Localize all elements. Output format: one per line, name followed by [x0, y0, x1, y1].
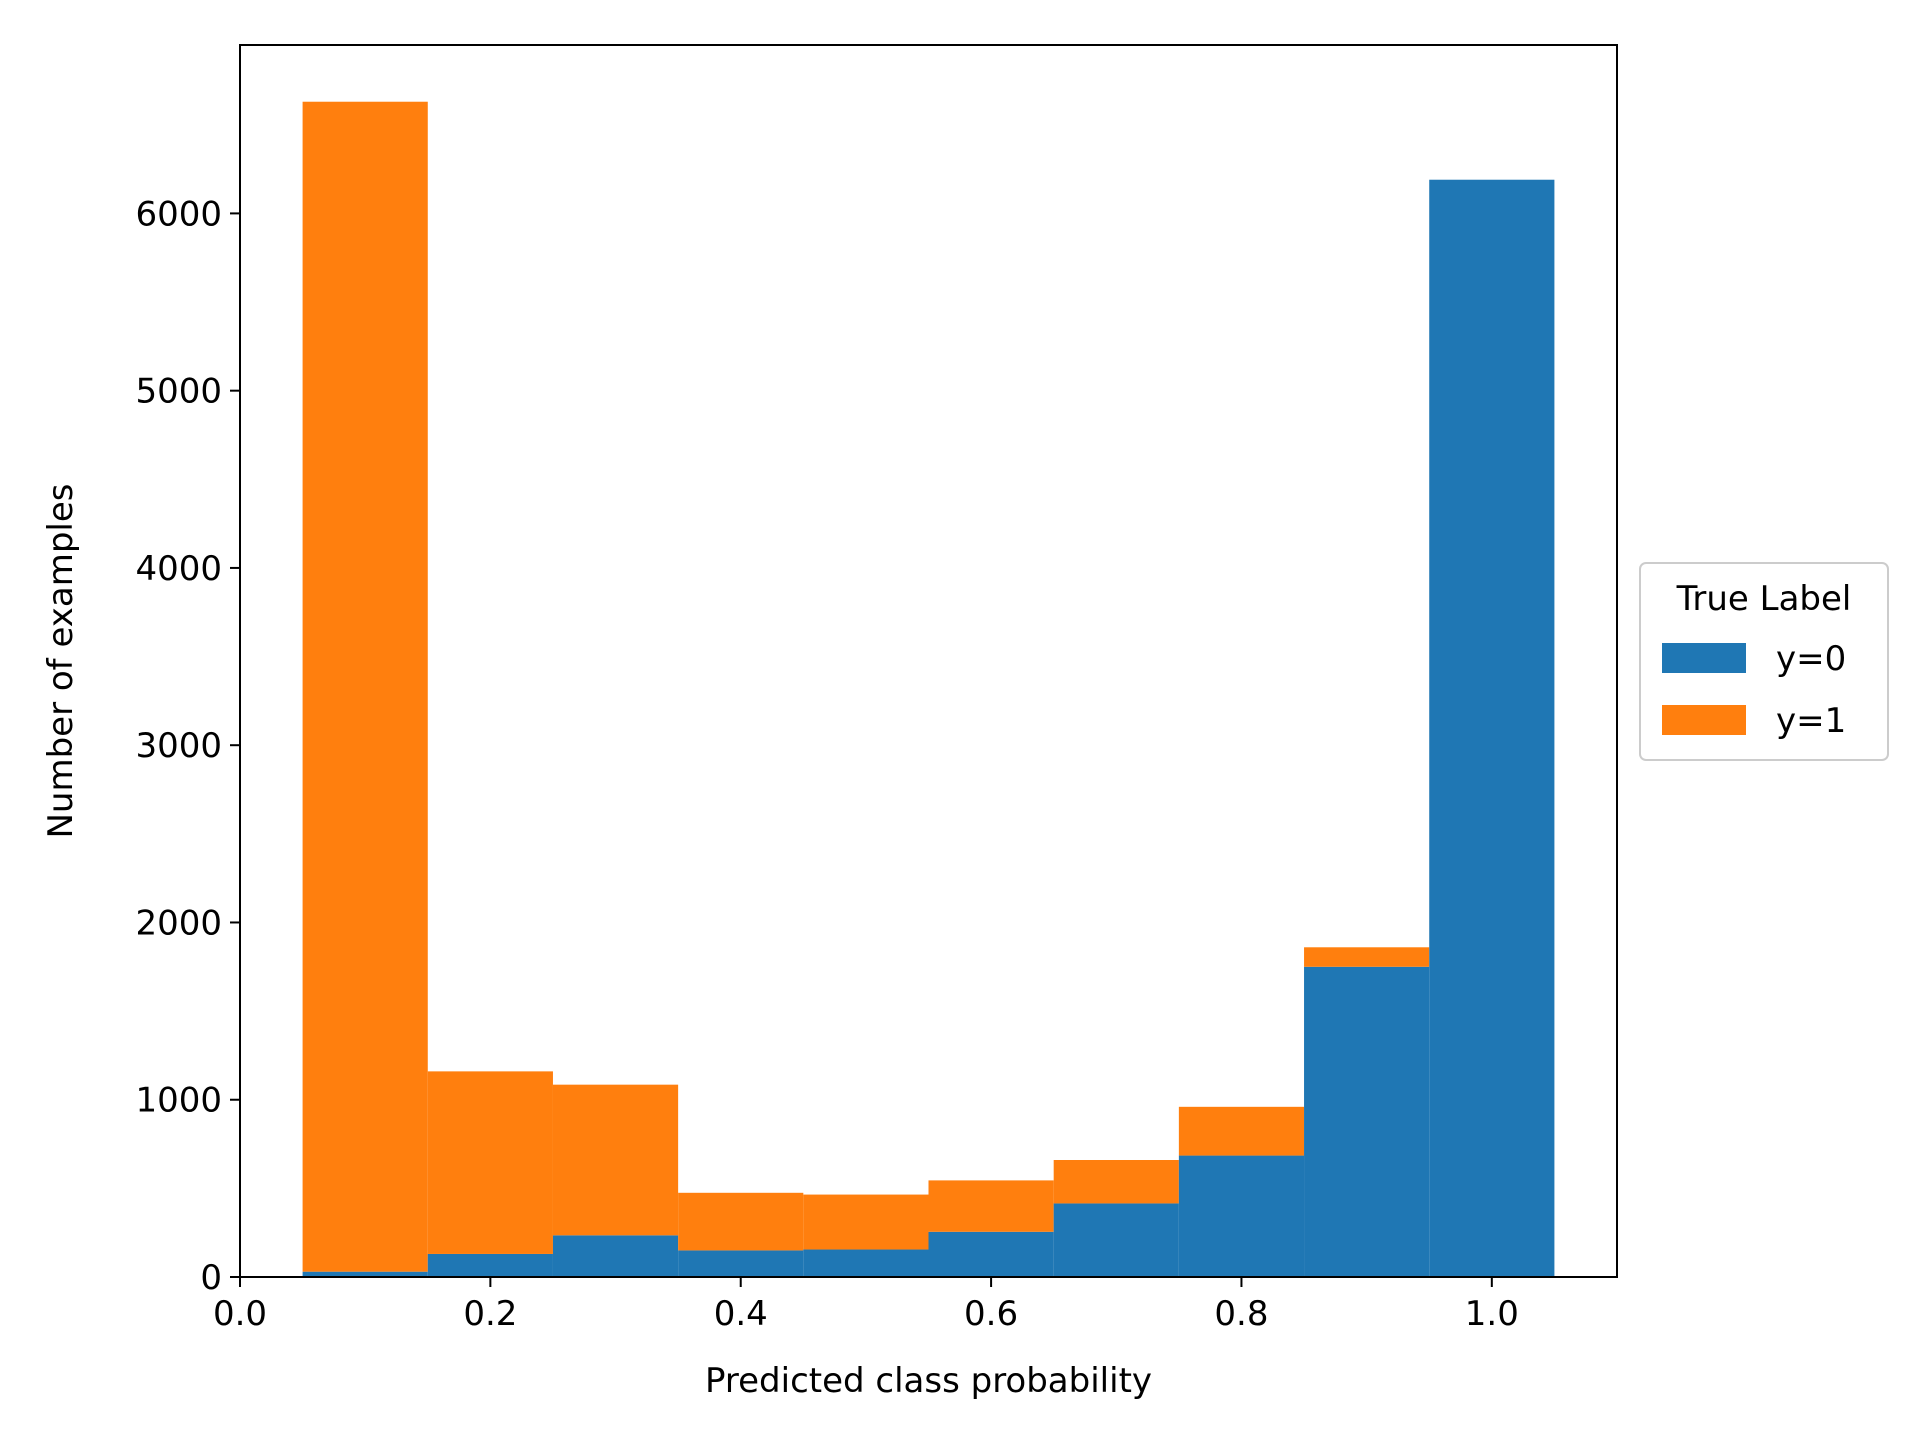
legend: True Label y=0 y=1: [1639, 562, 1889, 761]
legend-label-y0: y=0: [1776, 639, 1846, 679]
y-axis-title: Number of examples: [41, 483, 81, 838]
bar-y1-bin-4: [803, 1194, 929, 1250]
bar-y1-bin-2: [552, 1084, 679, 1236]
bar-y0-bin-0: [302, 1271, 428, 1277]
legend-swatch-y0: [1662, 643, 1746, 673]
plot-frame: [239, 44, 1618, 1278]
bars-layer: [302, 101, 1555, 1278]
x-axis-title: Predicted class probability: [705, 1361, 1152, 1401]
y-tick-label: 0: [200, 1258, 222, 1298]
bar-y0-bin-5: [928, 1231, 1054, 1277]
y-tick-label: 3000: [135, 726, 222, 766]
bar-y0-bin-3: [678, 1250, 804, 1277]
legend-entries: y=0 y=1: [1662, 639, 1846, 741]
bar-y0-bin-4: [803, 1249, 929, 1277]
bar-y0-bin-6: [1053, 1203, 1179, 1277]
x-axis-ticks: 0.0 0.2 0.4 0.6 0.8 1.0: [213, 1277, 1519, 1334]
bar-y0-bin-7: [1178, 1155, 1305, 1277]
bar-y1-bin-1: [427, 1071, 553, 1254]
x-tick-label: 1.0: [1465, 1294, 1519, 1334]
bar-y1-bin-0: [302, 101, 428, 1272]
y-tick-label: 1000: [135, 1081, 222, 1121]
bar-y0-bin-1: [427, 1253, 553, 1277]
y-tick-label: 5000: [135, 372, 222, 412]
legend-swatch-y1: [1662, 705, 1746, 735]
x-tick-label: 0.2: [463, 1294, 517, 1334]
x-tick-label: 0.6: [964, 1294, 1018, 1334]
x-tick-label: 0.8: [1214, 1294, 1268, 1334]
bar-y1-bin-7: [1178, 1106, 1305, 1156]
bar-y1-bin-5: [928, 1180, 1054, 1232]
bar-y0-bin-9: [1429, 179, 1555, 1278]
bar-y1-bin-8: [1304, 947, 1430, 967]
x-tick-label: 0.0: [213, 1294, 267, 1334]
x-tick-label: 0.4: [714, 1294, 768, 1334]
bar-y1-bin-6: [1053, 1160, 1179, 1204]
bar-y1-bin-3: [678, 1192, 804, 1251]
y-axis-ticks: 0 1000 2000 3000 4000 5000 6000: [135, 194, 240, 1298]
y-tick-label: 2000: [135, 903, 222, 943]
legend-label-y1: y=1: [1776, 701, 1846, 741]
y-tick-label: 6000: [135, 194, 222, 234]
bar-y0-bin-2: [552, 1235, 679, 1277]
legend-title: True Label: [1676, 579, 1852, 619]
y-tick-label: 4000: [135, 549, 222, 589]
bar-y0-bin-8: [1304, 966, 1430, 1277]
